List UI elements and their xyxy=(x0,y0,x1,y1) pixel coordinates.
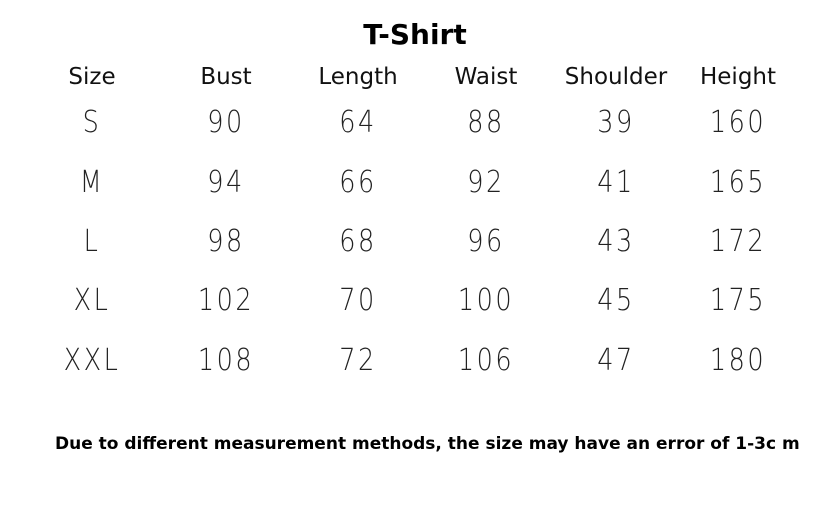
measurement-value: 90 xyxy=(207,105,245,140)
size-label: XXL xyxy=(63,343,121,378)
measurement-value: 72 xyxy=(339,343,377,378)
measurement-value: 96 xyxy=(467,224,505,259)
measurement-value: 92 xyxy=(467,165,505,200)
size-label: S xyxy=(82,105,102,140)
measurement-value: 41 xyxy=(597,165,635,200)
measurement-value: 45 xyxy=(597,283,635,318)
measurement-value: 88 xyxy=(467,105,505,140)
measurement-value: 70 xyxy=(339,283,377,318)
measurement-value: 94 xyxy=(207,165,245,200)
measurement-value: 106 xyxy=(457,343,515,378)
measurement-value: 64 xyxy=(339,105,377,140)
measurement-value: 43 xyxy=(597,224,635,259)
column-header: Length xyxy=(318,64,398,90)
measurement-value: 180 xyxy=(709,343,767,378)
measurement-value: 108 xyxy=(197,343,255,378)
measurement-value: 160 xyxy=(709,105,767,140)
measurement-note: Due to different measurement methods, th… xyxy=(55,434,800,454)
size-label: XL xyxy=(73,283,111,318)
column-header: Bust xyxy=(200,64,252,90)
measurement-value: 102 xyxy=(197,283,255,318)
measurement-value: 100 xyxy=(457,283,515,318)
column-header: Waist xyxy=(454,64,518,90)
measurement-value: 66 xyxy=(339,165,377,200)
size-label: M xyxy=(79,165,105,200)
measurement-value: 172 xyxy=(709,224,767,259)
page-title: T-Shirt xyxy=(363,18,467,51)
measurement-value: 165 xyxy=(709,165,767,200)
measurement-value: 39 xyxy=(597,105,635,140)
column-header: Shoulder xyxy=(564,64,668,90)
measurement-value: 68 xyxy=(339,224,377,259)
measurement-value: 98 xyxy=(207,224,245,259)
measurement-value: 47 xyxy=(597,343,635,378)
column-header: Size xyxy=(68,64,116,90)
column-header: Height xyxy=(699,64,777,90)
size-label: L xyxy=(83,224,101,259)
measurement-value: 175 xyxy=(709,283,767,318)
